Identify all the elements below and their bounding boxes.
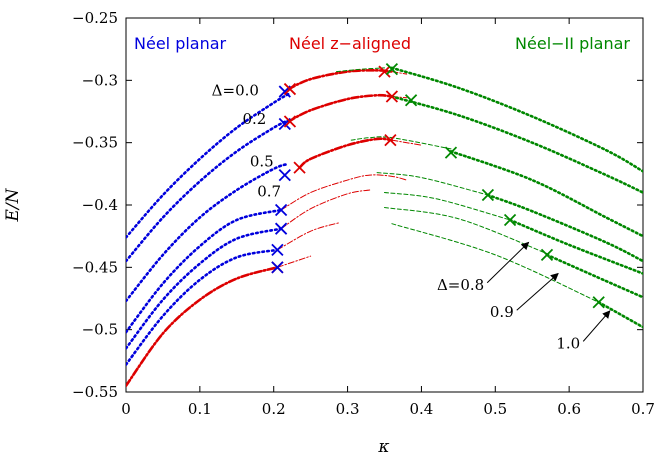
legend-entry: Néel planar (134, 34, 227, 53)
y-axis-label: E/N (3, 187, 23, 222)
y-tick-label: −0.3 (82, 71, 118, 89)
y-tick-label: −0.35 (72, 134, 118, 152)
cross-marker (384, 134, 397, 147)
cross-marker (293, 161, 306, 174)
neel-ii-planar-thin-line (391, 223, 600, 303)
x-tick-label: 0.1 (188, 400, 212, 418)
neel-ii-planar-thin-line (384, 192, 511, 221)
annotation-arrow (486, 241, 530, 284)
series-lines (126, 66, 643, 388)
x-axis-label: κ (377, 437, 389, 457)
cross-marker (274, 203, 288, 217)
legend-entry: Néel z−aligned (289, 34, 411, 53)
cross-marker-stroke (283, 115, 297, 128)
neel-z-aligned-thin-line (276, 221, 341, 251)
neel-planar-line (126, 118, 290, 263)
neel-ii-planar-thin-line (350, 136, 452, 150)
y-tick-label: −0.55 (72, 383, 118, 401)
cross-marker (274, 222, 288, 235)
delta-annotation: 0.5 (250, 152, 274, 170)
cross-marker-stroke (271, 243, 284, 257)
neel-ii-planar-line (597, 300, 643, 329)
y-tick-label: −0.25 (72, 9, 118, 27)
delta-annotation: 0.9 (490, 303, 514, 321)
cross-marker-stroke (378, 65, 391, 78)
neel-ii-planar-line (390, 66, 643, 173)
neel-z-aligned-thin-line (391, 139, 422, 146)
neel-ii-planar-line (449, 150, 643, 238)
neel-z-aligned-thin-line (280, 174, 408, 211)
annotation-arrow (516, 272, 559, 311)
axis-ticks: 0 0.1 0.2 0.3 0.4 0.5 0.6 0.7 −0.55 −0.5 −0.45 −0.4… (72, 9, 655, 418)
neel-ii-planar-line (545, 253, 643, 299)
neel-planar-line (126, 208, 283, 334)
cross-marker (378, 65, 391, 78)
x-tick-label: 0.6 (557, 400, 581, 418)
cross-marker-stroke (404, 94, 418, 107)
cross-marker (592, 296, 605, 309)
cross-marker (385, 90, 399, 103)
legend-entry: Néel−II planar (515, 34, 630, 53)
cross-marker (385, 62, 399, 76)
neel-z-aligned-thin-line (280, 189, 371, 230)
x-tick-label: 0.3 (336, 400, 360, 418)
cross-marker (278, 168, 291, 182)
cross-marker-stroke (540, 248, 554, 262)
y-tick-label: −0.45 (72, 258, 118, 276)
cross-marker-stroke (283, 82, 297, 96)
legend: Néel planar Néel z−aligned Néel−II planar (134, 34, 630, 53)
delta-annotation: 0.7 (257, 182, 281, 200)
delta-annotation: Δ=0.0 (212, 81, 259, 99)
x-tick-label: 0.7 (631, 400, 655, 418)
cross-marker (540, 248, 554, 262)
cross-marker-stroke (274, 203, 288, 217)
neel-planar-line (126, 248, 279, 366)
neel-z-aligned-thin-line (276, 255, 312, 268)
cross-marker-stroke (384, 134, 397, 147)
neel-ii-planar-thin-line (376, 172, 489, 196)
neel-planar-line (126, 92, 290, 239)
neel-z-aligned-line (298, 137, 394, 169)
y-tick-label: −0.5 (82, 321, 118, 339)
cross-marker-stroke (481, 188, 495, 202)
cross-marker (481, 188, 495, 202)
cross-marker (283, 115, 297, 128)
delta-annotation: 1.0 (556, 334, 580, 352)
x-tick-label: 0 (121, 400, 131, 418)
cross-marker (283, 82, 297, 96)
neel-planar-line (126, 162, 290, 303)
neel-z-aligned-line (287, 93, 394, 123)
neel-ii-planar-thin-line (384, 206, 548, 255)
delta-annotation: Δ=0.8 (437, 276, 484, 294)
cross-marker (503, 213, 517, 227)
y-tick-label: −0.4 (82, 196, 118, 214)
cross-marker-stroke (293, 161, 306, 174)
cross-marker-stroke (385, 90, 399, 103)
annotation-arrow (582, 310, 611, 342)
series-markers (271, 62, 605, 309)
neel-ii-planar-line (508, 218, 643, 275)
cross-marker-stroke (385, 62, 399, 76)
cross-marker (444, 146, 458, 159)
x-tick-label: 0.2 (262, 400, 286, 418)
cross-marker-stroke (503, 213, 517, 227)
annotations: Δ=0.0 0.2 0.5 0.7 Δ=0.8 0.9 1.0 (212, 81, 611, 352)
x-tick-label: 0.4 (409, 400, 433, 418)
neel-ii-planar-line (486, 193, 643, 263)
cross-marker-stroke (444, 146, 458, 159)
cross-marker-stroke (278, 168, 291, 182)
cross-marker-stroke (274, 222, 288, 235)
neel-z-aligned-line (126, 266, 279, 388)
cross-marker (404, 94, 418, 107)
delta-annotation: 0.2 (242, 110, 266, 128)
cross-marker-stroke (271, 261, 284, 274)
cross-marker (271, 243, 284, 257)
x-tick-label: 0.5 (483, 400, 507, 418)
cross-marker (271, 261, 284, 274)
neel-planar-line (126, 227, 283, 350)
cross-marker-stroke (592, 296, 605, 309)
neel-ii-planar-line (390, 95, 643, 194)
neel-z-aligned-line (287, 69, 394, 91)
